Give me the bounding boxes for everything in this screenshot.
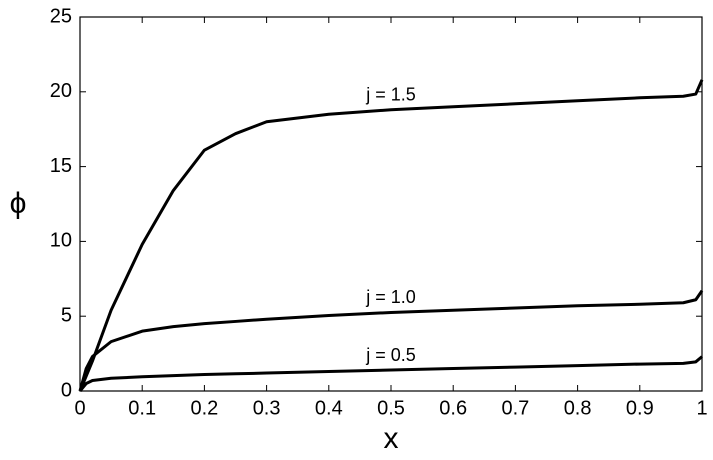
x-tick-label: 0.2: [190, 397, 218, 419]
x-axis-label: x: [384, 422, 399, 455]
x-tick-label: 0.1: [128, 397, 156, 419]
x-tick-label: 0.5: [377, 397, 405, 419]
x-tick-label: 0.9: [626, 397, 654, 419]
x-tick-label: 0.4: [315, 397, 343, 419]
x-tick-label: 0.3: [253, 397, 281, 419]
plot-frame: [79, 16, 703, 392]
y-tick-label: 10: [50, 230, 72, 252]
series-label: j = 1.5: [365, 85, 416, 105]
y-tick-label: 15: [50, 155, 72, 177]
x-tick-label: 0.6: [439, 397, 467, 419]
x-tick-label: 0: [74, 397, 85, 419]
series-line: [78, 289, 704, 392]
y-axis-label: ϕ: [10, 187, 27, 220]
series-line: [78, 355, 703, 392]
y-tick-label: 5: [61, 304, 72, 326]
x-tick-label: 0.7: [501, 397, 529, 419]
series-line: [78, 79, 704, 392]
series-label: j = 1.0: [365, 287, 416, 307]
y-tick-label: 0: [61, 379, 72, 401]
y-tick-label: 25: [50, 5, 72, 27]
y-tick-label: 20: [50, 80, 72, 102]
series-label: j = 0.5: [365, 345, 416, 365]
x-tick-label: 0.8: [564, 397, 592, 419]
x-tick-label: 1: [696, 397, 707, 419]
